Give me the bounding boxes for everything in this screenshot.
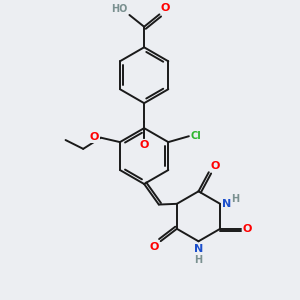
Text: H: H bbox=[194, 254, 202, 265]
Text: HO: HO bbox=[111, 4, 127, 14]
Text: O: O bbox=[242, 224, 252, 234]
Text: Cl: Cl bbox=[190, 131, 201, 141]
Text: O: O bbox=[161, 3, 170, 13]
Text: O: O bbox=[140, 140, 149, 150]
Text: O: O bbox=[150, 242, 159, 252]
Text: N: N bbox=[194, 244, 203, 254]
Text: O: O bbox=[90, 132, 99, 142]
Text: N: N bbox=[222, 199, 231, 209]
Text: H: H bbox=[231, 194, 239, 203]
Text: O: O bbox=[210, 161, 220, 171]
